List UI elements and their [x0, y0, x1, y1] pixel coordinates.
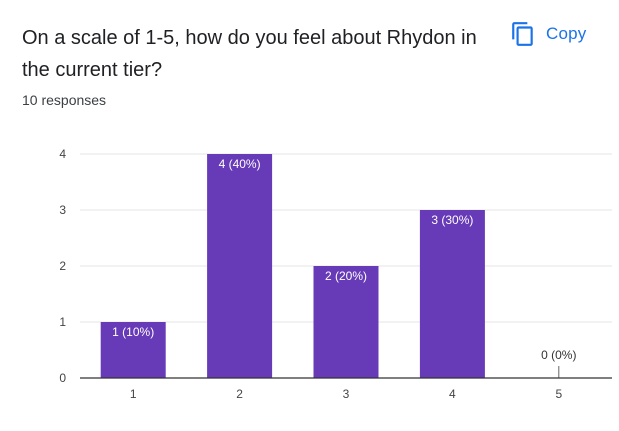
data-label: 2 (20%) [325, 269, 367, 283]
bar [100, 322, 166, 378]
data-label: 0 (0%) [541, 348, 576, 362]
response-count: 10 responses [22, 92, 107, 108]
bar [313, 266, 379, 378]
x-tick-label: 5 [555, 387, 562, 401]
copy-icon [512, 22, 533, 46]
copy-label: Copy [546, 24, 587, 43]
x-tick-label: 1 [130, 387, 137, 401]
y-tick-label: 1 [59, 315, 66, 329]
y-tick-label: 4 [59, 147, 66, 161]
data-label: 3 (30%) [431, 213, 473, 227]
y-tick-label: 2 [59, 259, 66, 273]
x-tick-label: 4 [449, 387, 456, 401]
question-title: On a scale of 1-5, how do you feel about… [22, 27, 477, 81]
copy-button[interactable]: Copy [510, 20, 587, 48]
x-tick-label: 3 [343, 387, 350, 401]
y-tick-label: 0 [59, 371, 66, 385]
bar [207, 154, 273, 378]
x-tick-label: 2 [236, 387, 243, 401]
data-label: 4 (40%) [219, 157, 261, 171]
bar [419, 210, 485, 378]
y-tick-label: 3 [59, 203, 66, 217]
data-label: 1 (10%) [112, 325, 154, 339]
